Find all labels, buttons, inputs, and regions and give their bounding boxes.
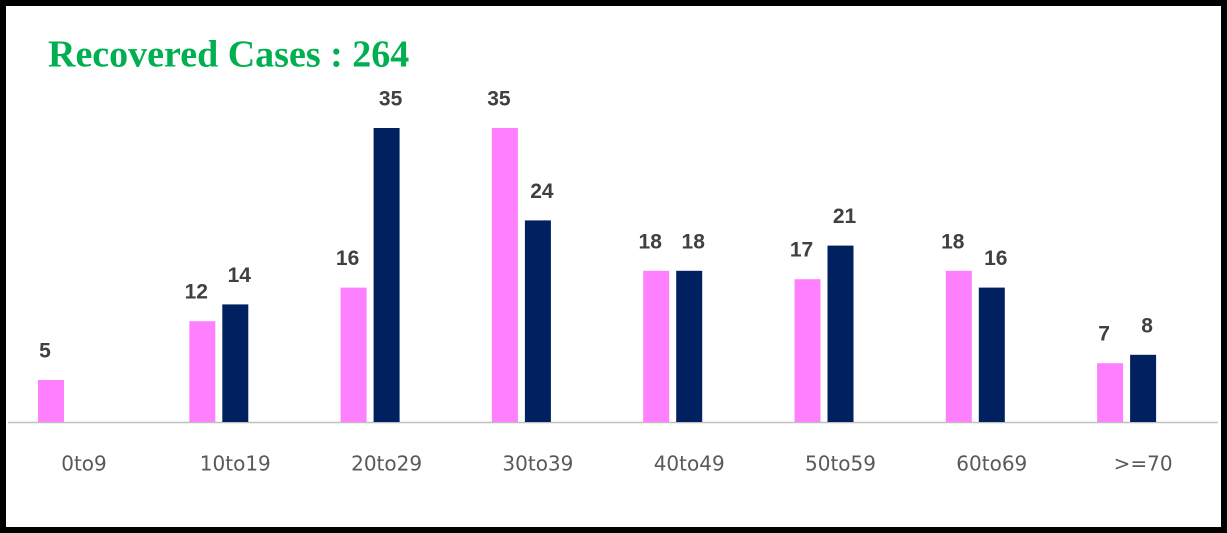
- data-label: 16: [984, 247, 1007, 270]
- bar: [491, 128, 518, 422]
- data-label: 5: [39, 340, 51, 363]
- chart-title: Recovered Cases : 264: [48, 34, 409, 76]
- data-label: 35: [379, 88, 403, 111]
- bar: [1130, 354, 1157, 422]
- data-label: 17: [790, 239, 813, 262]
- data-label: 18: [682, 230, 706, 253]
- x-tick-label: 0to9: [61, 452, 107, 476]
- x-tick-label: 50to59: [805, 452, 876, 476]
- data-label: 7: [1098, 323, 1110, 346]
- data-label: 18: [941, 230, 965, 253]
- bar: [340, 287, 367, 422]
- bar: [38, 380, 64, 422]
- x-tick-label: >=70: [1114, 452, 1173, 476]
- data-label: 14: [228, 264, 252, 287]
- bar: [945, 270, 972, 422]
- bar: [189, 321, 216, 422]
- x-tick-label: 40to49: [654, 452, 725, 476]
- x-tick-label: 60to69: [956, 452, 1027, 476]
- bar: [978, 287, 1005, 422]
- bar: [524, 220, 551, 422]
- x-tick-label: 20to29: [351, 452, 422, 476]
- bar: [373, 128, 400, 422]
- data-label: 35: [487, 88, 511, 111]
- data-label: 18: [639, 230, 663, 253]
- bar: [794, 279, 821, 422]
- bar: [222, 304, 249, 422]
- data-label: 21: [833, 205, 857, 228]
- data-label: 16: [336, 247, 359, 270]
- bar: [827, 245, 854, 422]
- bar: [1097, 363, 1124, 422]
- bar: [643, 270, 670, 422]
- data-label: 24: [530, 180, 554, 203]
- x-tick-label: 30to39: [502, 452, 573, 476]
- data-label: 8: [1141, 314, 1153, 337]
- bar: [676, 270, 703, 422]
- data-label: 12: [185, 281, 208, 304]
- x-tick-label: 10to19: [200, 452, 271, 476]
